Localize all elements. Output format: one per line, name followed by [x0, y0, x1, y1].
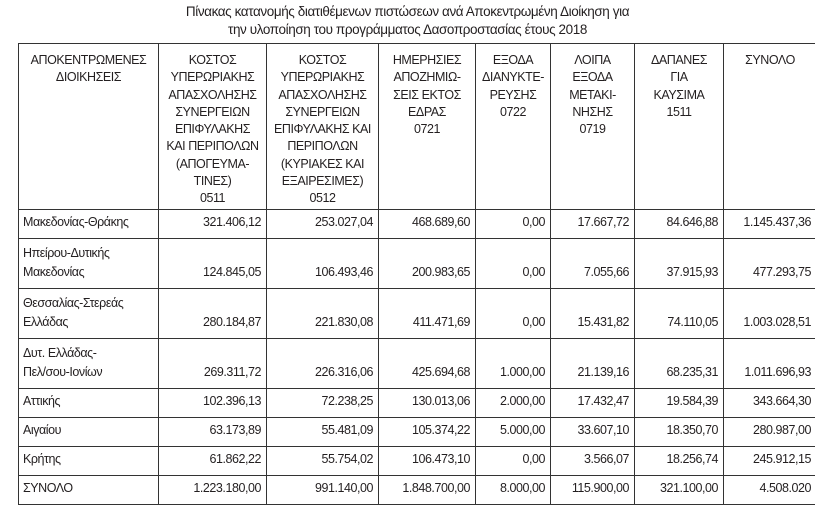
region-cell: Αττικής [18, 388, 159, 418]
table-row: Αιγαίου 63.173,89 55.481,09 105.374,22 5.000… [18, 417, 815, 447]
header-cell: ΚΟΣΤΟΣ ΥΠΕΡΩΡΙΑΚΗΣ ΑΠΑΣΧΟΛΗΣΗΣ ΣΥΝΕΡΓΕΙΩ… [158, 43, 267, 210]
value-cell: 21.139,16 [550, 338, 635, 389]
value-cell: 33.607,10 [550, 417, 635, 447]
value-cell: 18.256,74 [634, 446, 724, 476]
header-cell: ΑΠΟΚΕΝΤΡΩΜΕΝΕΣ ΔΙΟΙΚΗΣΕΙΣ [18, 43, 159, 210]
value-cell: 15.431,82 [550, 288, 635, 339]
value-cell: 0,00 [475, 288, 551, 339]
header-cell: ΗΜΕΡΗΣΙΕΣ ΑΠΟΖΗΜΙΩ- ΣΕΙΣ ΕΚΤΟΣ ΕΔΡΑΣ 072… [378, 43, 476, 210]
value-cell: 321.100,00 [634, 475, 724, 505]
header-cell: ΕΞΟΔΑ ΔΙΑΝΥΚΤΕ- ΡΕΥΣΗΣ 0722 [475, 43, 551, 210]
value-cell: 1.145.437,36 [723, 209, 815, 239]
value-cell: 343.664,30 [723, 388, 815, 418]
region-cell: Θεσσαλίας-Στερεάς Ελλάδας [18, 288, 159, 339]
value-cell: 7.055,66 [550, 238, 635, 289]
value-cell: 200.983,65 [378, 238, 476, 289]
allocation-table: ΑΠΟΚΕΝΤΡΩΜΕΝΕΣ ΔΙΟΙΚΗΣΕΙΣ ΚΟΣΤΟΣ ΥΠΕΡΩΡΙ… [18, 43, 815, 505]
value-cell: 1.848.700,00 [378, 475, 476, 505]
value-cell: 130.013,06 [378, 388, 476, 418]
value-cell: 106.493,46 [266, 238, 379, 289]
region-cell: Μακεδονίας-Θράκης [18, 209, 159, 239]
region-cell: Αιγαίου [18, 417, 159, 447]
header-row: ΑΠΟΚΕΝΤΡΩΜΕΝΕΣ ΔΙΟΙΚΗΣΕΙΣ ΚΟΣΤΟΣ ΥΠΕΡΩΡΙ… [18, 43, 815, 210]
region-cell: Δυτ. Ελλάδας- Πελ/σου-Ιονίων [18, 338, 159, 389]
value-cell: 105.374,22 [378, 417, 476, 447]
value-cell: 19.584,39 [634, 388, 724, 418]
header-cell: ΔΑΠΑΝΕΣ ΓΙΑ ΚΑΥΣΙΜΑ 1511 [634, 43, 724, 210]
value-cell: 245.912,15 [723, 446, 815, 476]
table-row: Μακεδονίας-Θράκης 321.406,12 253.027,04 468… [18, 209, 815, 239]
value-cell: 321.406,12 [158, 209, 267, 239]
value-cell: 0,00 [475, 209, 551, 239]
table-row: Αττικής 102.396,13 72.238,25 130.013,06 2.00… [18, 388, 815, 418]
value-cell: 18.350,70 [634, 417, 724, 447]
value-cell: 269.311,72 [158, 338, 267, 389]
value-cell: 1.011.696,93 [723, 338, 815, 389]
value-cell: 72.238,25 [266, 388, 379, 418]
value-cell: 4.508.020 [723, 475, 815, 505]
value-cell: 3.566,07 [550, 446, 635, 476]
value-cell: 61.862,22 [158, 446, 267, 476]
value-cell: 280.184,87 [158, 288, 267, 339]
value-cell: 17.432,47 [550, 388, 635, 418]
value-cell: 55.754,02 [266, 446, 379, 476]
total-row: ΣΥΝΟΛΟ 1.223.180,00 991.140,00 1.848.700,00… [18, 475, 815, 505]
value-cell: 468.689,60 [378, 209, 476, 239]
value-cell: 5.000,00 [475, 417, 551, 447]
table-row: Κρήτης 61.862,22 55.754,02 106.473,10 0,00 3.… [18, 446, 815, 476]
value-cell: 63.173,89 [158, 417, 267, 447]
document-title: Πίνακας κατανομής διατιθέμενων πιστώσεων… [185, 4, 630, 37]
header-cell: ΛΟΙΠΑ ΕΞΟΔΑ ΜΕΤΑΚΙ- ΝΗΣΗΣ 0719 [550, 43, 635, 210]
value-cell: 124.845,05 [158, 238, 267, 289]
table-row: Δυτ. Ελλάδας- Πελ/σου-Ιονίων 269.311,72 22… [18, 338, 815, 389]
value-cell: 1.003.028,51 [723, 288, 815, 339]
value-cell: 477.293,75 [723, 238, 815, 289]
value-cell: 1.223.180,00 [158, 475, 267, 505]
value-cell: 106.473,10 [378, 446, 476, 476]
region-cell: Κρήτης [18, 446, 159, 476]
value-cell: 1.000,00 [475, 338, 551, 389]
value-cell: 37.915,93 [634, 238, 724, 289]
value-cell: 68.235,31 [634, 338, 724, 389]
value-cell: 115.900,00 [550, 475, 635, 505]
value-cell: 0,00 [475, 238, 551, 289]
value-cell: 17.667,72 [550, 209, 635, 239]
header-cell: ΚΟΣΤΟΣ ΥΠΕΡΩΡΙΑΚΗΣ ΑΠΑΣΧΟΛΗΣΗΣ ΣΥΝΕΡΓΕΙΩ… [266, 43, 379, 210]
value-cell: 280.987,00 [723, 417, 815, 447]
value-cell: 2.000,00 [475, 388, 551, 418]
value-cell: 253.027,04 [266, 209, 379, 239]
table-row: Ηπείρου-Δυτικής Μακεδονίας 124.845,05 106.… [18, 238, 815, 289]
value-cell: 102.396,13 [158, 388, 267, 418]
value-cell: 55.481,09 [266, 417, 379, 447]
value-cell: 425.694,68 [378, 338, 476, 389]
table-row: Θεσσαλίας-Στερεάς Ελλάδας 280.184,87 221.8… [18, 288, 815, 339]
value-cell: 0,00 [475, 446, 551, 476]
value-cell: 226.316,06 [266, 338, 379, 389]
value-cell: 991.140,00 [266, 475, 379, 505]
region-cell: Ηπείρου-Δυτικής Μακεδονίας [18, 238, 159, 289]
value-cell: 411.471,69 [378, 288, 476, 339]
value-cell: 221.830,08 [266, 288, 379, 339]
header-cell: ΣΥΝΟΛΟ [723, 43, 815, 210]
value-cell: 84.646,88 [634, 209, 724, 239]
region-cell: ΣΥΝΟΛΟ [18, 475, 159, 505]
value-cell: 74.110,05 [634, 288, 724, 339]
value-cell: 8.000,00 [475, 475, 551, 505]
